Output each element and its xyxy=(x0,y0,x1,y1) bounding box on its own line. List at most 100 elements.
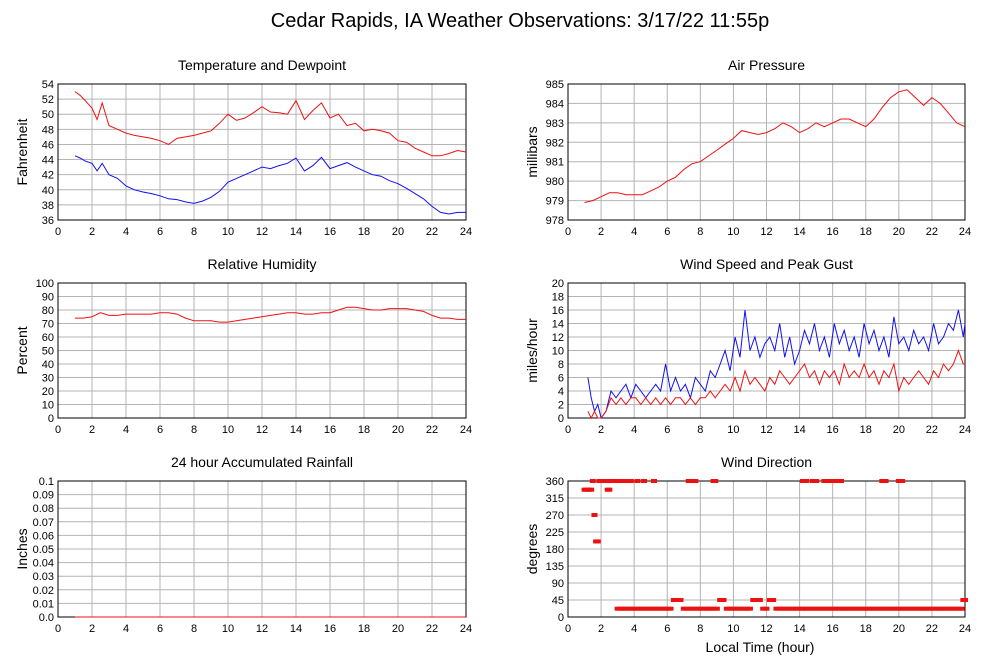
wind-direction-point xyxy=(647,606,654,611)
x-axis-label: Local Time (hour) xyxy=(706,639,815,655)
plot-frame xyxy=(567,480,966,618)
wind-direction-point xyxy=(657,606,664,611)
wind-direction-point xyxy=(614,606,621,611)
y-tick-label: 225 xyxy=(546,527,564,539)
x-tick-label: 18 xyxy=(860,623,872,635)
x-tick-label: 6 xyxy=(157,623,163,635)
y-tick-label: 10 xyxy=(42,400,54,412)
wind-direction-point xyxy=(935,606,942,611)
wind-direction-point xyxy=(723,606,730,611)
y-tick-label: 0.09 xyxy=(33,490,54,502)
wind-direction-point xyxy=(707,606,714,611)
wind-direction-point xyxy=(603,479,610,483)
wind-direction-point xyxy=(932,606,939,611)
wind-direction-point xyxy=(882,606,889,611)
wind-direction-point xyxy=(958,606,965,611)
y-tick-label: 979 xyxy=(546,196,564,208)
y-tick-label: 52 xyxy=(42,94,54,106)
wind-direction-point xyxy=(743,606,750,611)
x-tick-label: 0 xyxy=(55,226,61,238)
y-tick-label: 100 xyxy=(36,278,54,290)
x-tick-label: 12 xyxy=(256,226,268,238)
x-tick-label: 14 xyxy=(793,623,805,635)
wind-direction-point xyxy=(892,606,899,611)
x-tick-label: 16 xyxy=(827,424,839,436)
wind-direction-point xyxy=(824,479,831,483)
y-tick-label: 90 xyxy=(42,292,54,304)
x-tick-label: 8 xyxy=(191,623,197,635)
x-tick-label: 10 xyxy=(222,424,234,436)
y-tick-label: 360 xyxy=(546,476,564,488)
wind-direction-point xyxy=(770,598,777,602)
y-tick-label: 50 xyxy=(42,109,54,121)
y-tick-label: 4 xyxy=(558,386,564,398)
x-tick-label: 2 xyxy=(89,424,95,436)
wind-direction-point xyxy=(746,606,753,611)
wind-direction-point xyxy=(882,479,889,483)
x-tick-label: 18 xyxy=(358,424,370,436)
y-tick-label: 6 xyxy=(558,373,564,385)
x-tick-label: 14 xyxy=(290,226,302,238)
y-tick-label: 45 xyxy=(552,595,564,607)
wind-direction-point xyxy=(813,606,820,611)
x-tick-label: 20 xyxy=(392,623,404,635)
x-tick-label: 20 xyxy=(893,623,905,635)
wind-direction-point xyxy=(606,487,613,492)
wind-direction-point xyxy=(925,606,932,611)
wind-direction-point xyxy=(776,606,783,611)
x-tick-label: 2 xyxy=(89,226,95,238)
wind-direction-point xyxy=(684,606,691,611)
x-tick-label: 24 xyxy=(460,623,472,635)
wind-direction-point xyxy=(962,598,968,602)
y-axis-label: Percent xyxy=(14,326,30,374)
y-tick-label: 20 xyxy=(42,386,54,398)
x-tick-label: 20 xyxy=(893,424,905,436)
wind-direction-point xyxy=(644,606,651,611)
wind-direction-point xyxy=(905,606,912,611)
wind-direction-point xyxy=(694,606,701,611)
wind-direction-point xyxy=(664,606,671,611)
wind-direction-point xyxy=(697,606,704,611)
wind-direction-point xyxy=(737,606,744,611)
x-tick-label: 2 xyxy=(598,226,604,238)
wind-direction-point xyxy=(885,606,892,611)
panel-title: Air Pressure xyxy=(728,57,805,73)
wind-direction-point xyxy=(955,606,962,611)
wind-direction-point xyxy=(667,606,674,611)
y-tick-label: 36 xyxy=(42,215,54,227)
x-tick-label: 16 xyxy=(324,226,336,238)
y-axis-label: millibars xyxy=(524,126,540,177)
y-tick-label: 0 xyxy=(558,413,564,425)
y-tick-label: 38 xyxy=(42,200,54,212)
y-tick-label: 0.0 xyxy=(39,612,54,624)
x-tick-label: 22 xyxy=(926,424,938,436)
x-tick-label: 22 xyxy=(926,226,938,238)
x-tick-label: 12 xyxy=(760,226,772,238)
x-tick-label: 6 xyxy=(664,424,670,436)
series-line-red xyxy=(74,91,467,157)
x-tick-label: 22 xyxy=(426,623,438,635)
y-axis-label: miles/hour xyxy=(524,318,540,383)
wind-direction-point xyxy=(872,606,879,611)
wind-direction-point xyxy=(899,479,906,483)
y-tick-label: 70 xyxy=(42,319,54,331)
y-tick-label: 0.03 xyxy=(33,571,54,583)
wind-direction-point xyxy=(832,479,839,483)
wind-direction-point xyxy=(763,606,770,611)
wind-direction-point xyxy=(621,606,628,611)
wind-direction-point xyxy=(627,606,634,611)
x-tick-label: 14 xyxy=(290,623,302,635)
wind-direction-point xyxy=(869,606,876,611)
wind-direction-point xyxy=(875,606,882,611)
wind-direction-point xyxy=(806,606,813,611)
wind-direction-point xyxy=(849,606,856,611)
wind-direction-point xyxy=(588,487,595,492)
wind-direction-point xyxy=(879,606,886,611)
wind-direction-point xyxy=(823,606,830,611)
y-tick-label: 40 xyxy=(42,359,54,371)
panel-title: Temperature and Dewpoint xyxy=(178,57,346,73)
wind-direction-point xyxy=(680,606,687,611)
y-tick-label: 18 xyxy=(552,292,564,304)
